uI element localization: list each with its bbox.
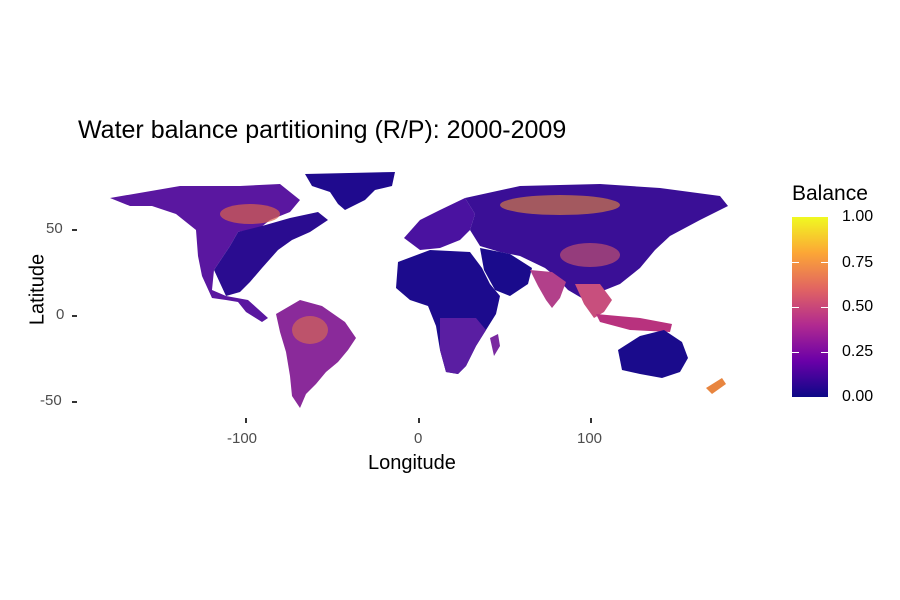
southern-africa [440, 318, 486, 374]
legend-label: 0.75 [842, 254, 874, 271]
legend-label: 1.00 [842, 208, 874, 225]
x-tick-mark [418, 418, 420, 423]
y-tick-mark [72, 229, 77, 231]
southeast-asia [575, 284, 612, 318]
indonesia [596, 314, 672, 332]
legend-colorbar [792, 217, 828, 397]
legend-title: Balance [792, 182, 868, 205]
x-tick-label: 100 [577, 430, 603, 447]
y-tick-mark [72, 315, 77, 317]
y-axis-title: Latitude [26, 253, 49, 326]
x-tick-label: -100 [227, 430, 258, 447]
x-axis-title: Longitude [368, 452, 456, 474]
legend-label: 0.00 [842, 388, 874, 405]
europe [404, 198, 475, 250]
arabia [480, 248, 532, 296]
south-america [276, 300, 356, 408]
x-tick-mark [245, 418, 247, 423]
y-tick-mark [72, 401, 77, 403]
y-tick-label: -50 [40, 392, 62, 409]
legend-label: 0.50 [842, 298, 874, 315]
y-tick-label: 0 [56, 306, 65, 323]
legend-label: 0.25 [842, 343, 874, 360]
australia [618, 330, 688, 378]
india [530, 270, 566, 308]
madagascar [490, 334, 500, 356]
new-zealand [706, 378, 726, 394]
x-tick-mark [590, 418, 592, 423]
y-tick-label: 50 [46, 220, 63, 237]
land-masses [110, 172, 728, 408]
x-tick-label: 0 [414, 430, 423, 447]
map-title: Water balance partitioning (R/P): 2000-2… [78, 116, 567, 144]
eastern-north-america [214, 212, 328, 296]
greenland [305, 172, 395, 210]
